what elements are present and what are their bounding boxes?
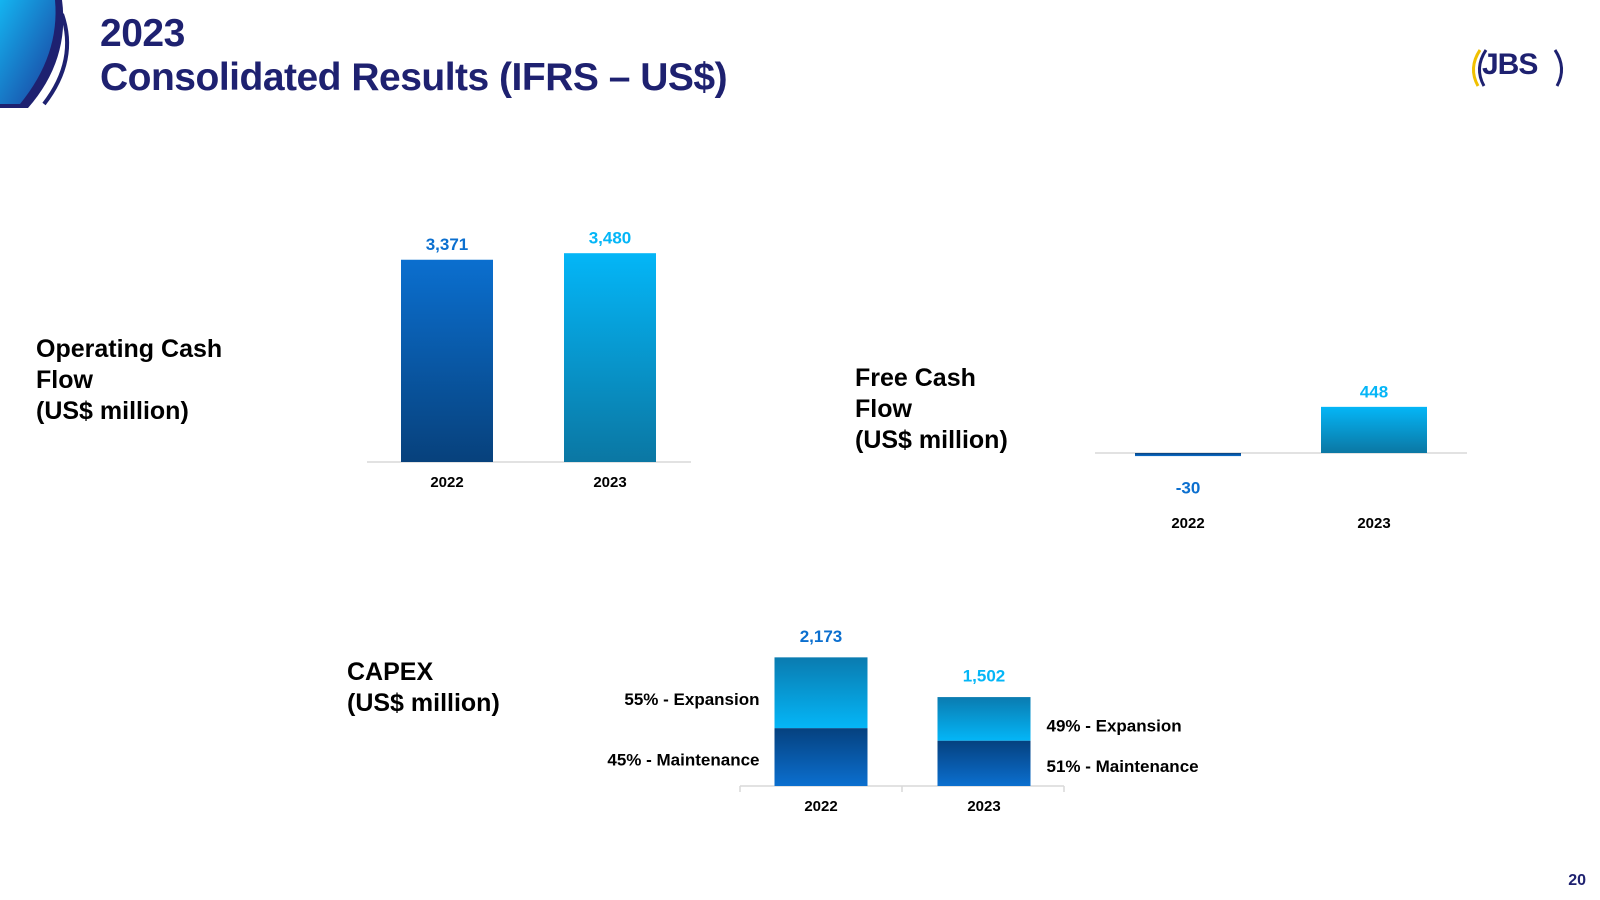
chart-subtitle: (US$ million): [855, 426, 1008, 454]
bar: [401, 259, 493, 462]
corner-swoosh-light: [0, 0, 56, 104]
chart-title-block: Operating Cash Flow (US$ million): [36, 334, 261, 427]
total-label: 1,502: [963, 667, 1006, 686]
value-label: 3,371: [426, 235, 469, 254]
total-label: 2,173: [800, 627, 843, 646]
logo-text: JBS: [1482, 48, 1538, 81]
chart-subtitle: (US$ million): [36, 397, 189, 425]
segment-label: 49% - Expansion: [1047, 716, 1182, 735]
bar: [1321, 406, 1427, 453]
segment-label: 55% - Expansion: [624, 690, 759, 709]
x-tick-label: 2022: [430, 474, 463, 491]
chart-title-block: Free Cash Flow (US$ million): [855, 363, 1025, 456]
bar: [564, 253, 656, 462]
x-tick-label: 2023: [1357, 515, 1390, 532]
bar-segment: [937, 740, 1031, 786]
logo-mark: [1472, 49, 1482, 87]
x-tick-label: 2023: [593, 474, 626, 491]
value-label: 448: [1360, 382, 1388, 401]
bar-segment: [774, 728, 868, 786]
value-label: 3,480: [589, 229, 632, 248]
logo-mark: [1478, 49, 1488, 87]
chart-title-block: CAPEX (US$ million): [347, 657, 547, 719]
chart-subtitle: (US$ million): [347, 689, 500, 717]
segment-label: 51% - Maintenance: [1047, 757, 1199, 776]
x-tick-label: 2022: [804, 798, 837, 815]
bar-segment: [774, 657, 868, 729]
bar-segment: [937, 697, 1031, 741]
x-tick-label: 2023: [967, 798, 1000, 815]
chart-title: CAPEX: [347, 658, 434, 686]
title-line: Consolidated Results (IFRS – US$): [100, 56, 728, 99]
value-label: -30: [1176, 478, 1201, 497]
chart-title: Free Cash Flow: [855, 364, 976, 423]
chart-title: Operating Cash Flow: [36, 335, 223, 394]
swoosh-line: [42, 13, 70, 106]
bar: [1135, 453, 1241, 457]
segment-label: 45% - Maintenance: [607, 751, 759, 770]
page-number: 20: [1568, 872, 1586, 889]
title-line: 2023: [100, 12, 185, 55]
logo-mark: [1553, 49, 1563, 87]
x-tick-label: 2022: [1171, 515, 1204, 532]
